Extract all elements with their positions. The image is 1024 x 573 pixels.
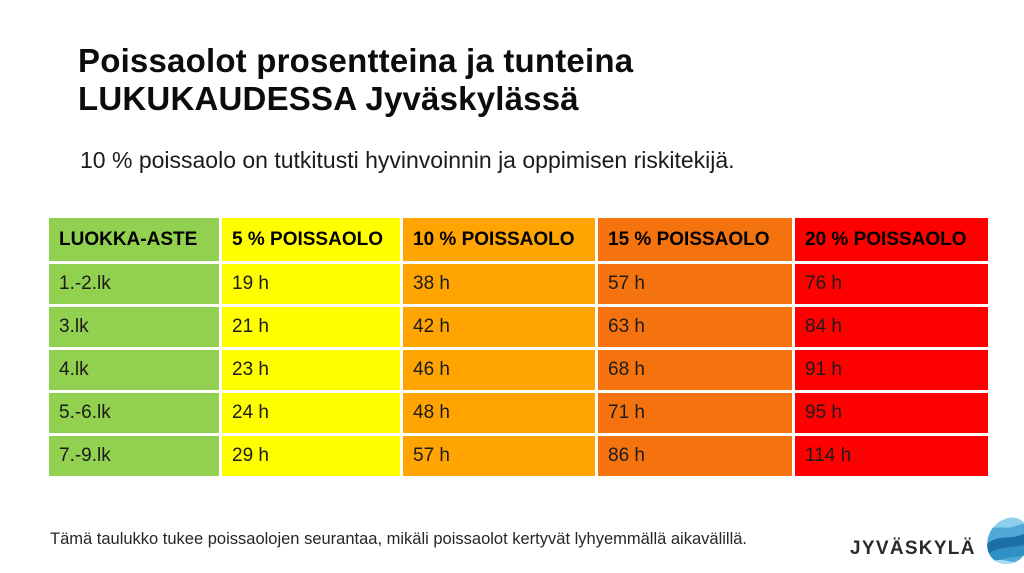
- hours-cell: 46 h: [400, 347, 598, 393]
- hours-cell: 86 h: [595, 433, 795, 479]
- hours-cell: 68 h: [595, 347, 795, 393]
- hours-cell: 57 h: [400, 433, 598, 479]
- table-row: 7.-9.lk 29 h 57 h 86 h 114 h: [46, 433, 991, 479]
- col-header-15-poissaolo: 15 % POISSAOLO: [595, 215, 795, 264]
- hours-cell: 63 h: [595, 304, 795, 350]
- hours-cell: 95 h: [792, 390, 991, 436]
- hours-cell: 19 h: [219, 261, 403, 307]
- grade-cell: 4.lk: [46, 347, 222, 393]
- hours-cell: 71 h: [595, 390, 795, 436]
- grade-cell: 7.-9.lk: [46, 433, 222, 479]
- hours-cell: 29 h: [219, 433, 403, 479]
- logo-dark-band: [986, 529, 1024, 557]
- hours-cell: 114 h: [792, 433, 991, 479]
- hours-cell: 42 h: [400, 304, 598, 350]
- hours-cell: 23 h: [219, 347, 403, 393]
- grade-cell: 3.lk: [46, 304, 222, 350]
- hours-cell: 48 h: [400, 390, 598, 436]
- table-row: 1.-2.lk 19 h 38 h 57 h 76 h: [46, 261, 991, 307]
- grade-cell: 5.-6.lk: [46, 390, 222, 436]
- hours-cell: 91 h: [792, 347, 991, 393]
- page-title-line2: LUKUKAUDESSA Jyväskylässä: [78, 80, 579, 118]
- jyvaskyla-logo: JYVÄSKYLÄ: [850, 516, 1024, 566]
- col-header-20-poissaolo: 20 % POISSAOLO: [792, 215, 991, 264]
- logo-mid-band: [986, 541, 1024, 565]
- table-row: 5.-6.lk 24 h 48 h 71 h 95 h: [46, 390, 991, 436]
- hours-cell: 21 h: [219, 304, 403, 350]
- table-header-row: LUOKKA-ASTE 5 % POISSAOLO 10 % POISSAOLO…: [46, 215, 991, 264]
- jyvaskyla-wordmark: JYVÄSKYLÄ: [850, 537, 976, 559]
- hours-cell: 84 h: [792, 304, 991, 350]
- hours-cell: 38 h: [400, 261, 598, 307]
- page-title: Poissaolot prosentteina ja tunteina LUKU…: [78, 42, 633, 119]
- subtitle: 10 % poissaolo on tutkitusti hyvinvoinni…: [80, 147, 735, 173]
- table-row: 3.lk 21 h 42 h 63 h 84 h: [46, 304, 991, 350]
- grade-cell: 1.-2.lk: [46, 261, 222, 307]
- table-row: 4.lk 23 h 46 h 68 h 91 h: [46, 347, 991, 393]
- col-header-10-poissaolo: 10 % POISSAOLO: [400, 215, 598, 264]
- absence-table: LUOKKA-ASTE 5 % POISSAOLO 10 % POISSAOLO…: [46, 215, 991, 479]
- col-header-luokka-aste: LUOKKA-ASTE: [46, 215, 222, 264]
- col-header-5-poissaolo: 5 % POISSAOLO: [219, 215, 403, 264]
- hours-cell: 24 h: [219, 390, 403, 436]
- page-title-line1: Poissaolot prosentteina ja tunteina: [78, 42, 634, 79]
- hours-cell: 57 h: [595, 261, 795, 307]
- hours-cell: 76 h: [792, 261, 991, 307]
- footer-note: Tämä taulukko tukee poissaolojen seurant…: [50, 530, 748, 548]
- jyvaskyla-globe-icon: [985, 516, 1024, 566]
